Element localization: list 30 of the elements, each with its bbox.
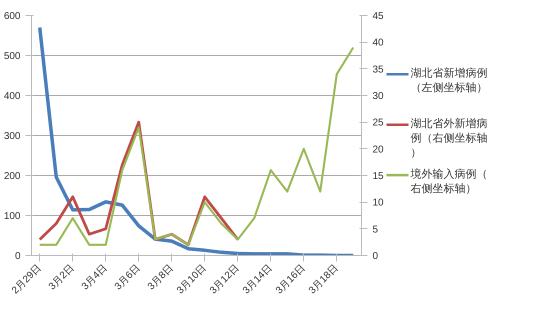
y2-tick-label: 15 (372, 171, 384, 182)
legend-label: 湖北省新增病例（左侧坐标轴） (410, 66, 488, 94)
y2-tick-label: 30 (372, 91, 384, 102)
x-tick-label: 2月29日 (10, 262, 44, 296)
y-tick-label: 200 (4, 171, 21, 182)
legend-label: 境外输入病例（右侧坐标轴） (410, 167, 488, 195)
y-tick-label: 400 (4, 91, 21, 102)
legend-label: 湖北省外新增病例（右侧坐标轴） (410, 116, 488, 159)
x-tick-label: 3月16日 (274, 262, 308, 296)
x-tick-label: 3月18日 (306, 262, 341, 296)
x-tick-label: 3月4日 (80, 262, 110, 292)
y2-tick-label: 45 (372, 11, 384, 22)
y-tick-label: 100 (4, 211, 21, 222)
y2-tick-label: 40 (372, 38, 384, 49)
x-tick-label: 3月12日 (208, 262, 242, 296)
x-tick-label: 3月14日 (240, 262, 275, 296)
y-tick-label: 300 (4, 131, 21, 142)
y2-tick-label: 10 (372, 198, 384, 209)
x-tick-label: 3月8日 (146, 262, 176, 292)
y2-tick-label: 0 (372, 251, 378, 262)
y2-tick-label: 35 (372, 64, 384, 76)
y-tick-label: 500 (4, 51, 21, 62)
x-tick-label: 3月10日 (174, 262, 209, 296)
y-tick-label: 0 (14, 251, 21, 262)
y2-tick-label: 5 (372, 224, 378, 236)
x-tick-label: 3月2日 (46, 262, 77, 292)
y-tick-label: 600 (4, 11, 21, 22)
y2-tick-label: 25 (372, 118, 384, 129)
x-tick-label: 3月6日 (112, 262, 143, 292)
y2-tick-label: 20 (372, 144, 384, 156)
